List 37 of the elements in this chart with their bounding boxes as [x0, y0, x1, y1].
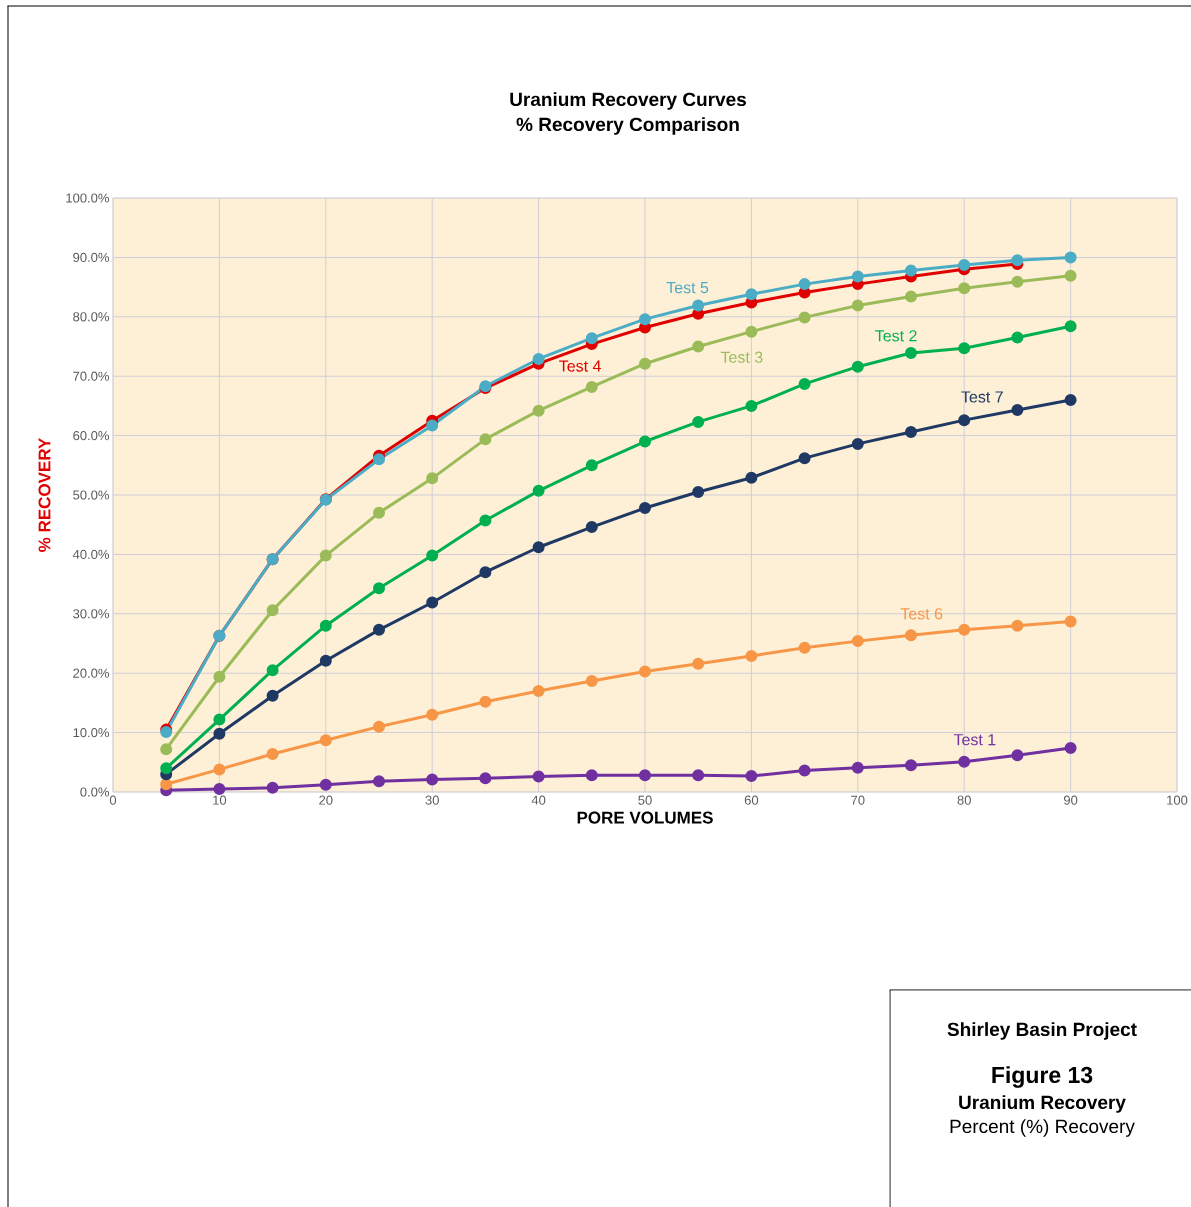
- series-label: Test 4: [559, 360, 601, 372]
- x-tick-label: 50: [638, 795, 652, 805]
- y-tick-label: 30.0%: [73, 609, 109, 619]
- x-tick-label: 90: [1063, 795, 1078, 805]
- y-tick-label: 90.0%: [73, 252, 109, 262]
- x-tick-label: 0: [109, 795, 117, 805]
- x-tick-label: 70: [851, 795, 865, 805]
- x-tick-label: 40: [531, 795, 546, 805]
- chart-subtitle: % Recovery Comparison: [516, 117, 739, 135]
- series-label: Test 2: [875, 330, 917, 342]
- text: Uranium Recovery: [959, 1095, 1126, 1113]
- caption: Figure 13: [992, 1066, 1093, 1088]
- series-label: Test 1: [953, 734, 996, 746]
- series-label: Test 7: [961, 391, 1003, 403]
- y-tick-label: 40.0%: [72, 549, 109, 559]
- x-tick-label: 10: [213, 795, 227, 805]
- y-tick-label: 10.0%: [73, 727, 109, 738]
- x-tick-label: 20: [319, 795, 333, 805]
- y-tick-label: 20.0%: [73, 668, 109, 678]
- x-axis-title: PORE VOLUMES: [577, 811, 713, 824]
- series-label: Test 3: [720, 351, 763, 363]
- x-tick-label: 60: [744, 795, 759, 805]
- x-tick-label: 30: [425, 795, 439, 805]
- y-tick-label: 100.0%: [66, 193, 109, 203]
- y-tick-label: 80.0%: [73, 312, 109, 322]
- text: Percent (%) Recovery: [950, 1119, 1135, 1137]
- chart-title: Uranium Recovery Curves: [510, 92, 746, 110]
- y-tick-label: 70.0%: [73, 371, 109, 381]
- x-tick-label: 100: [1167, 795, 1188, 805]
- series-label: Test 5: [666, 282, 709, 294]
- y-tick-label: 50.0%: [73, 490, 109, 500]
- y-axis-title: % RECOVERY: [38, 437, 51, 552]
- series-label: Test 6: [900, 608, 943, 620]
- y-tick-label: 60.0%: [73, 430, 109, 441]
- y-tick-label: 0.0%: [80, 787, 109, 797]
- text: Shirley Basin Project: [947, 1022, 1137, 1040]
- x-tick-label: 80: [957, 795, 971, 805]
